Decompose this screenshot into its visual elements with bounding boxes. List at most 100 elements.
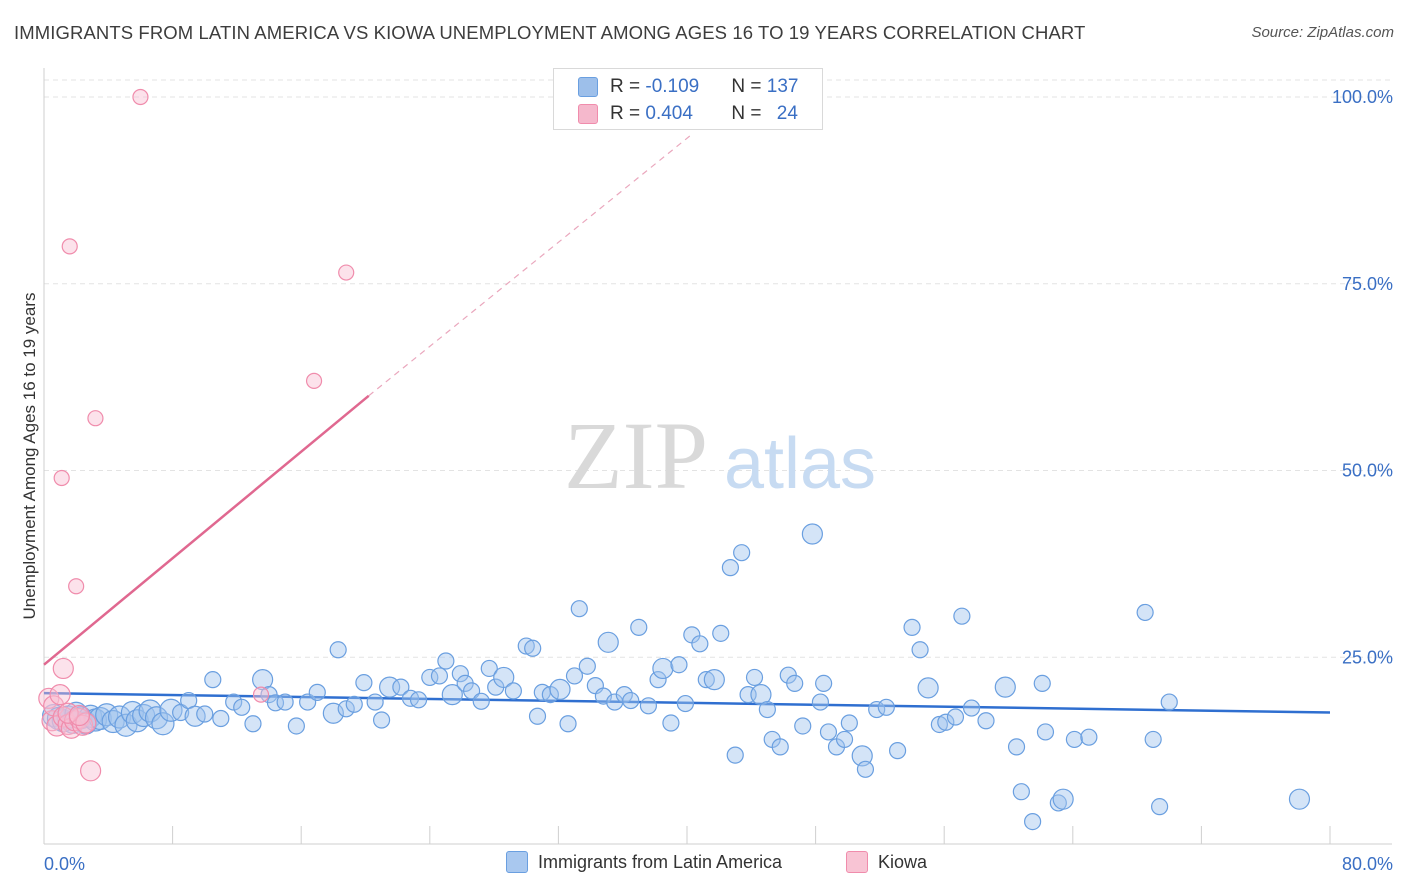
legend: Immigrants from Latin America Kiowa xyxy=(0,851,1406,879)
point-kiowa xyxy=(252,686,270,703)
point-latin-america xyxy=(1052,788,1074,810)
point-latin-america xyxy=(815,674,833,692)
y-tick-label: 50.0% xyxy=(1342,461,1393,481)
point-latin-america xyxy=(1024,812,1042,831)
trendline-kiowa-extension xyxy=(368,133,693,397)
point-latin-america xyxy=(524,639,542,657)
point-latin-america xyxy=(697,671,715,689)
point-latin-america xyxy=(1065,730,1084,749)
point-latin-america xyxy=(549,678,571,700)
point-latin-america xyxy=(472,692,490,710)
point-latin-america xyxy=(493,666,515,689)
stats-row-latin-america: R = -0.109 N = 137 xyxy=(554,74,798,100)
x-tick-label: 0.0% xyxy=(44,854,85,874)
point-latin-america xyxy=(758,700,776,719)
n-value: 24 xyxy=(776,103,798,124)
point-latin-america xyxy=(1049,794,1067,812)
point-latin-america xyxy=(1288,788,1311,810)
point-kiowa xyxy=(87,410,104,427)
point-latin-america xyxy=(962,699,981,717)
point-latin-america xyxy=(946,708,965,726)
point-kiowa xyxy=(68,578,85,595)
point-latin-america xyxy=(819,723,838,741)
point-latin-america xyxy=(345,695,363,713)
point-kiowa xyxy=(305,372,323,389)
point-latin-america xyxy=(903,618,921,636)
point-latin-america xyxy=(639,697,658,715)
trendline-kiowa xyxy=(43,394,370,666)
point-latin-america xyxy=(409,691,428,709)
point-latin-america xyxy=(392,678,410,696)
point-latin-america xyxy=(1080,728,1098,746)
point-latin-america xyxy=(559,715,577,733)
point-latin-america xyxy=(565,667,584,685)
stats-row-kiowa: R = 0.404 N = 24 xyxy=(554,101,798,127)
legend-item-latin-america[interactable]: Immigrants from Latin America xyxy=(506,851,782,873)
point-latin-america xyxy=(1033,674,1051,692)
point-latin-america xyxy=(877,698,895,716)
point-latin-america xyxy=(1151,798,1169,816)
stats-swatch-latin-america xyxy=(578,77,598,97)
point-latin-america xyxy=(184,705,206,727)
point-latin-america xyxy=(287,717,305,735)
point-latin-america xyxy=(615,685,633,704)
point-latin-america xyxy=(662,714,680,732)
point-latin-america xyxy=(504,682,522,700)
point-latin-america xyxy=(1036,723,1055,741)
watermark-atlas: atlas xyxy=(724,424,876,504)
point-latin-america xyxy=(276,693,294,711)
point-latin-america xyxy=(355,674,373,692)
point-latin-america xyxy=(670,656,688,674)
point-kiowa xyxy=(52,657,74,680)
point-latin-america xyxy=(266,694,285,712)
point-latin-america xyxy=(528,707,547,725)
r-value: -0.109 xyxy=(645,76,700,97)
point-latin-america xyxy=(652,657,674,680)
y-tick-label: 100.0% xyxy=(1332,87,1393,107)
stats-swatch-kiowa xyxy=(578,104,598,124)
point-latin-america xyxy=(930,715,948,734)
watermark-zip: ZIP xyxy=(564,402,708,509)
point-latin-america xyxy=(138,699,162,723)
point-latin-america xyxy=(480,659,498,678)
point-latin-america xyxy=(703,669,725,691)
point-latin-america xyxy=(917,677,939,699)
point-latin-america xyxy=(1012,783,1030,801)
point-latin-america xyxy=(1160,693,1178,711)
point-latin-america xyxy=(771,738,789,756)
point-latin-america xyxy=(835,730,854,749)
point-latin-america xyxy=(911,641,929,659)
point-latin-america xyxy=(745,668,764,687)
point-kiowa xyxy=(338,264,355,281)
data-points xyxy=(38,88,1311,831)
point-kiowa xyxy=(61,238,78,255)
point-latin-america xyxy=(337,700,355,718)
point-latin-america xyxy=(212,709,230,728)
point-latin-america xyxy=(851,745,873,767)
point-latin-america xyxy=(801,523,823,545)
point-latin-america xyxy=(578,657,596,675)
point-latin-america xyxy=(437,652,455,670)
point-latin-america xyxy=(953,607,971,625)
point-kiowa xyxy=(132,88,149,106)
legend-item-kiowa[interactable]: Kiowa xyxy=(846,851,927,873)
point-latin-america xyxy=(372,711,391,729)
y-tick-label: 75.0% xyxy=(1342,274,1393,294)
point-latin-america xyxy=(517,637,535,655)
point-latin-america xyxy=(676,694,694,713)
point-latin-america xyxy=(649,671,667,689)
point-latin-america xyxy=(308,683,326,701)
watermark: ZIP atlas xyxy=(564,402,876,509)
point-latin-america xyxy=(937,713,955,731)
point-latin-america xyxy=(630,618,648,636)
point-latin-america xyxy=(994,676,1016,698)
legend-label: Immigrants from Latin America xyxy=(538,851,783,872)
legend-swatch-latin-america xyxy=(506,851,528,873)
point-latin-america xyxy=(856,760,875,778)
point-latin-america xyxy=(151,712,175,736)
point-kiowa xyxy=(68,704,90,727)
legend-label: Kiowa xyxy=(878,851,928,872)
point-latin-america xyxy=(430,667,449,685)
point-latin-america xyxy=(597,631,619,653)
